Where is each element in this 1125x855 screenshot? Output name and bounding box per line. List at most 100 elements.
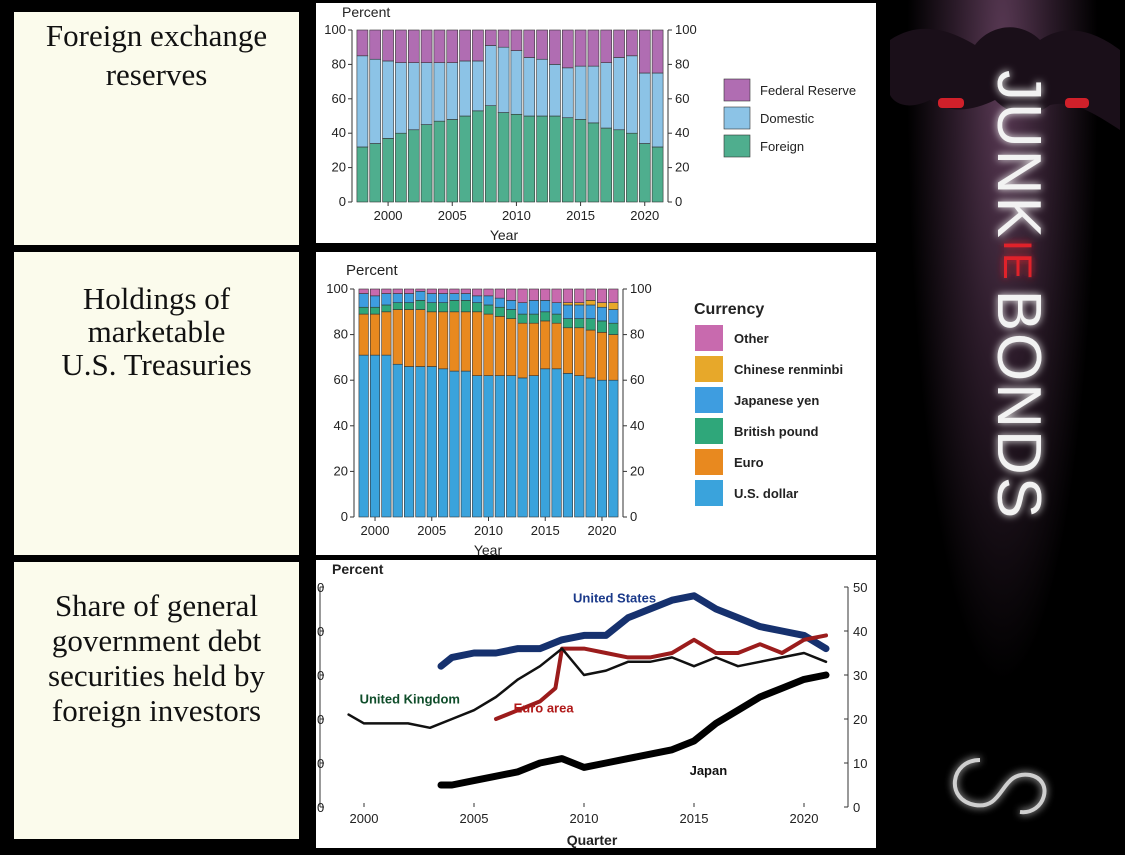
y-tick-label-left: 40 [334,418,348,433]
brand-banner: JUNKIE BONDS [880,0,1125,855]
bar-segment [369,306,381,315]
bar-segment [608,309,619,324]
bar-segment [523,57,536,117]
bar-segment [356,29,369,57]
bar-segment [407,129,420,203]
bar-segment [395,132,407,203]
legend-swatch [695,387,723,413]
bar-segment [358,293,369,308]
red-glove-left [938,98,964,108]
bar-segment [510,113,523,203]
legend-title: Currency [694,301,764,318]
y-tick-label-left: 40 [332,125,346,140]
bar-segment [506,318,517,376]
red-glove-right [1065,98,1089,108]
y-tick-label-left: 100 [326,281,348,296]
bar-segment [497,46,510,113]
bar-segment [449,288,460,294]
bar-segment [415,300,426,310]
bar-segment [651,72,664,148]
bar-segment [562,302,573,306]
bar-segment [651,146,664,203]
legend-label: British pound [734,424,819,439]
bar-segment [600,62,613,129]
legend-swatch [723,134,751,158]
x-tick-label: 2020 [790,811,819,826]
x-tick-label: 2010 [474,523,503,538]
bar-segment [528,300,539,315]
bar-segment [506,300,517,310]
bar-segment [608,288,619,303]
swirl-ornament [952,758,1047,815]
bar-segment [483,304,494,315]
y-tick-label-left: 60 [334,372,348,387]
bar-segment [438,293,449,303]
legend-swatch [695,418,723,444]
bar-segment [517,322,528,379]
bar-segment [415,290,426,301]
legend-label: Domestic [760,111,815,126]
bar-segment [449,293,460,301]
bar-segment [638,72,651,144]
bar-segment [600,29,613,63]
bar-segment [608,334,619,381]
brand-title-junk: JUNK [984,70,1053,240]
y-tick-label-right: 60 [630,372,644,387]
bar-segment [369,143,382,203]
bar-segment [585,318,596,331]
legend-swatch [695,449,723,475]
bar-segment [494,375,505,518]
bar-segment [596,332,608,381]
label-government-debt-share: Share of general government debt securit… [14,562,299,839]
brand-title-ie: IE [995,240,1039,282]
chart-panel-currency: 0 0 20 20 40 40 60 60 80 80 100 100 2000 2005 2010 2015… [316,252,876,555]
bar-segment [472,110,484,203]
bar-segment [562,373,573,518]
x-tick-label: 2005 [460,811,489,826]
bar-segment [472,295,483,303]
bar-segment [369,29,382,60]
bar-segment [382,60,394,139]
brand-title: JUNKIE BONDS [984,70,1053,520]
x-axis-title: Year [474,542,503,555]
bar-segment [381,304,392,313]
bar-segment [438,311,449,370]
bar-segment [626,55,638,134]
bar-segment [510,50,523,115]
bar-segment [358,354,369,518]
y-tick-label-right: 100 [675,22,697,37]
y-tick-label-left: 100 [324,22,346,37]
bar-segment [494,288,505,299]
legend-label: Other [734,331,769,346]
bar-segment [561,29,574,69]
chart-panel-reserves: 0 0 20 20 40 40 60 60 80 80 100 100 2000 2005 2010 2015… [316,3,876,243]
bar-segment [472,311,483,376]
legend-label: U.S. dollar [734,486,798,501]
bar-segment [446,29,459,63]
bar-segment [356,55,369,148]
y-tick-label-right: 80 [630,327,644,342]
legend-swatch [695,325,723,351]
bar-segment [460,288,471,294]
label-line: Foreign exchange [45,18,268,53]
bar-segment [449,300,460,313]
bar-segment [536,58,548,117]
x-tick-label: 2000 [361,523,390,538]
series-label: Euro area [514,700,575,715]
bar-segment [574,288,585,303]
bar-segment [613,29,625,58]
bar-segment [415,366,426,518]
bar-segment [369,354,381,518]
y-tick-label-right: 10 [853,756,867,771]
x-axis-title: Year [490,227,519,243]
bar-segment [596,288,608,303]
bar-segment [472,288,483,297]
bar-segment [420,62,433,125]
bar-segment [536,29,548,60]
x-tick-label: 2005 [417,523,446,538]
bar-segment [369,58,382,144]
bar-segment [574,318,585,329]
x-tick-label: 2015 [680,811,709,826]
bar-segment [460,300,471,313]
y-tick-label-right: 0 [853,800,860,815]
